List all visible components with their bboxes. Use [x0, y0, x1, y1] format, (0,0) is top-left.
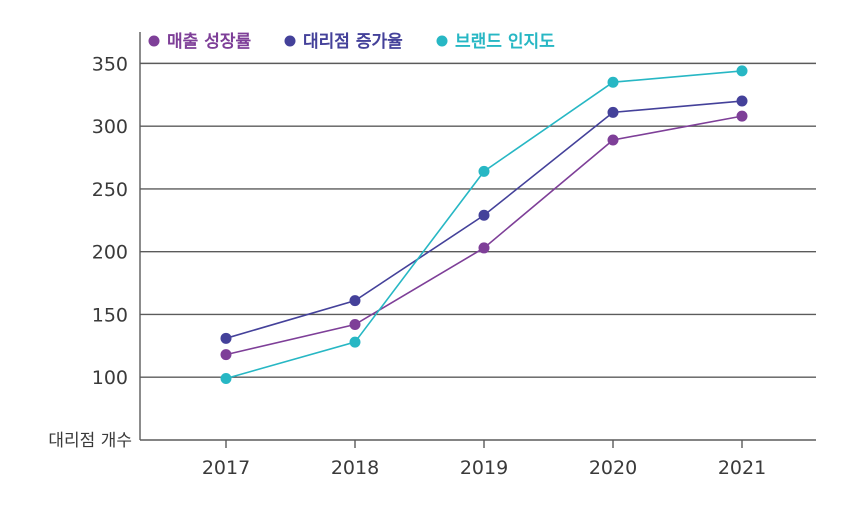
data-point	[349, 319, 361, 331]
legend-marker	[148, 35, 160, 47]
legend-label: 브랜드 인지도	[455, 32, 555, 52]
legend-marker	[284, 35, 296, 47]
y-axis-title: 대리점 개수	[48, 431, 132, 451]
x-tick-label: 2019	[460, 457, 508, 479]
data-point	[607, 76, 619, 88]
x-tick-label: 2018	[331, 457, 379, 479]
legend-label: 매출 성장률	[167, 32, 251, 52]
x-tick-label: 2021	[718, 457, 766, 479]
data-point	[349, 295, 361, 307]
series-line	[225, 70, 743, 380]
data-point	[478, 165, 490, 177]
legend-label: 대리점 증가율	[303, 32, 403, 52]
y-tick-label: 150	[92, 304, 128, 326]
legend: 매출 성장률 대리점 증가율 브랜드 인지도	[148, 32, 555, 52]
data-point	[478, 209, 490, 221]
data-point	[349, 336, 361, 348]
y-tick-label: 100	[92, 367, 128, 389]
data-point	[736, 65, 748, 77]
data-point	[736, 95, 748, 107]
series-lines	[220, 65, 748, 384]
data-point	[220, 372, 232, 384]
y-tick-label: 350	[92, 53, 128, 75]
y-tick-label: 300	[92, 116, 128, 138]
x-tick-label: 2017	[202, 457, 250, 479]
data-point	[736, 110, 748, 122]
legend-marker	[436, 35, 448, 47]
data-point	[220, 349, 232, 361]
y-tick-label: 250	[92, 179, 128, 201]
axes: 100 150 200 250 300 350 2017 2018 2019 2020 2021 대리…	[48, 32, 816, 479]
data-point	[607, 134, 619, 146]
y-tick-label: 200	[92, 242, 128, 264]
series-line	[225, 115, 743, 356]
x-tick-label: 2020	[589, 457, 637, 479]
data-point	[220, 332, 232, 344]
data-point	[478, 242, 490, 254]
grid-lines	[140, 62, 816, 378]
data-point	[607, 106, 619, 118]
